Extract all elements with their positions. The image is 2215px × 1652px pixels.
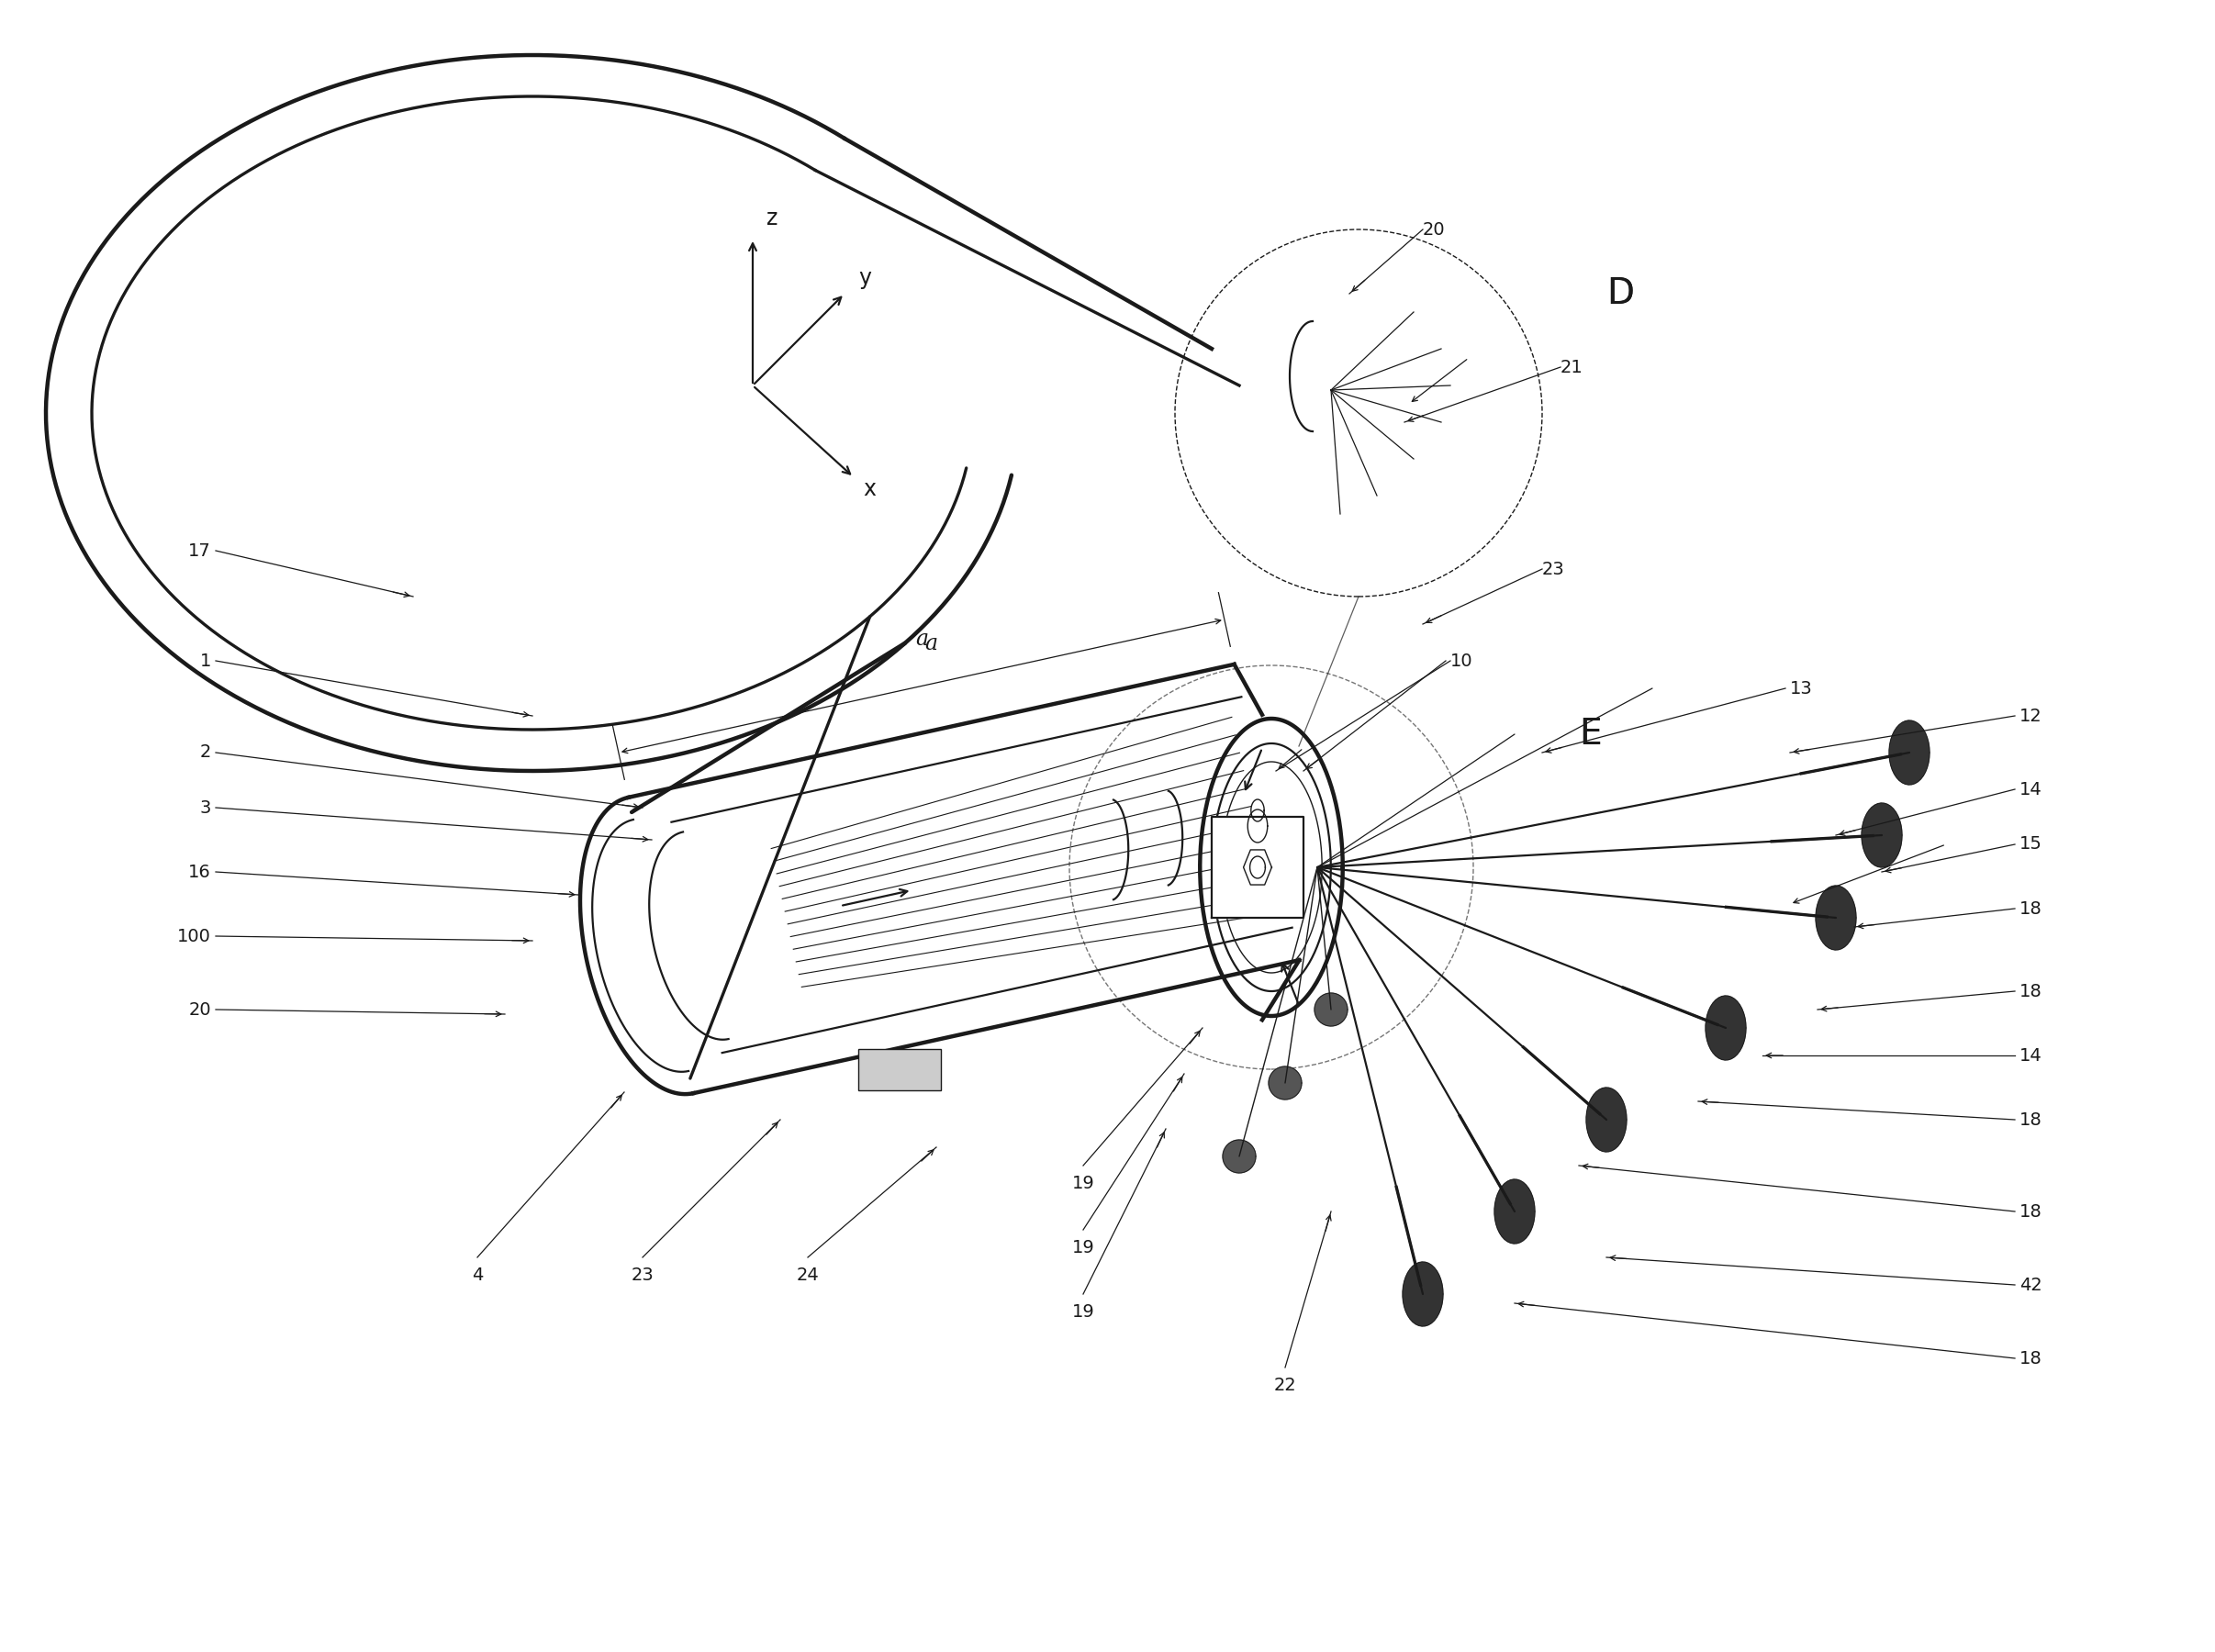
- Text: 16: 16: [188, 862, 210, 881]
- Polygon shape: [1861, 803, 1903, 867]
- Polygon shape: [1816, 885, 1856, 950]
- Text: 19: 19: [1072, 1239, 1094, 1257]
- Text: 20: 20: [1422, 221, 1446, 238]
- Polygon shape: [1706, 996, 1745, 1061]
- Text: 4: 4: [472, 1267, 483, 1284]
- Text: y: y: [857, 268, 870, 289]
- Polygon shape: [1402, 1262, 1442, 1327]
- Text: 12: 12: [2020, 707, 2042, 725]
- Polygon shape: [1586, 1087, 1626, 1151]
- Bar: [857, 1049, 941, 1090]
- Polygon shape: [1223, 1140, 1256, 1173]
- Polygon shape: [1889, 720, 1929, 785]
- Text: 21: 21: [1562, 358, 1584, 377]
- Text: a: a: [924, 633, 937, 654]
- Text: 23: 23: [631, 1267, 653, 1284]
- Text: x: x: [864, 477, 875, 501]
- Text: 14: 14: [2020, 781, 2042, 798]
- Text: 17: 17: [188, 542, 210, 560]
- Text: 22: 22: [1274, 1376, 1296, 1394]
- Text: 10: 10: [1451, 653, 1473, 669]
- Text: 18: 18: [2020, 900, 2042, 917]
- Text: 18: 18: [2020, 1110, 2042, 1128]
- Text: 23: 23: [1542, 560, 1564, 578]
- Text: 100: 100: [177, 927, 210, 945]
- Text: a: a: [915, 628, 928, 649]
- Polygon shape: [1269, 1067, 1302, 1100]
- Polygon shape: [1212, 816, 1302, 919]
- Text: D: D: [1606, 276, 1635, 311]
- Circle shape: [1174, 230, 1542, 596]
- Polygon shape: [1313, 993, 1347, 1026]
- Text: 1: 1: [199, 653, 210, 669]
- Text: 18: 18: [2020, 1350, 2042, 1368]
- Text: 15: 15: [2020, 836, 2042, 852]
- Text: z: z: [766, 208, 777, 230]
- Text: 14: 14: [2020, 1047, 2042, 1064]
- Text: 13: 13: [1790, 679, 1812, 697]
- Text: 42: 42: [2020, 1275, 2042, 1294]
- Text: 20: 20: [188, 1001, 210, 1018]
- Text: D: D: [1606, 276, 1635, 311]
- Polygon shape: [1495, 1180, 1535, 1244]
- Text: 24: 24: [797, 1267, 820, 1284]
- Text: 2: 2: [199, 743, 210, 762]
- Text: 18: 18: [2020, 983, 2042, 999]
- Text: 18: 18: [2020, 1203, 2042, 1221]
- Text: E: E: [1579, 717, 1601, 752]
- Text: 19: 19: [1072, 1303, 1094, 1320]
- Text: 19: 19: [1072, 1175, 1094, 1193]
- Text: 3: 3: [199, 800, 210, 816]
- Text: E: E: [1579, 717, 1601, 752]
